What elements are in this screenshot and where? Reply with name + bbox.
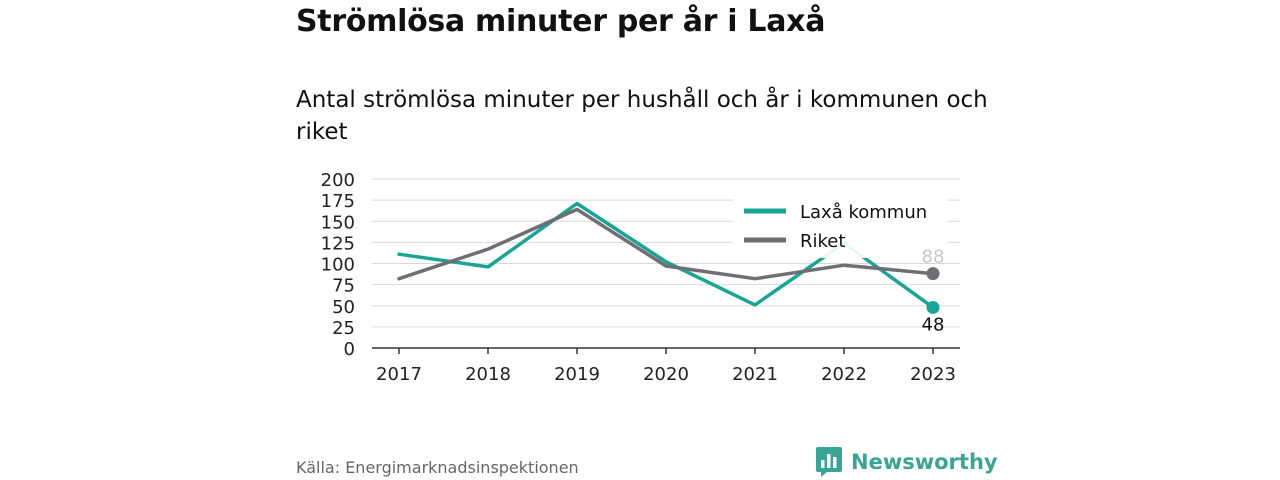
series-end-point <box>926 300 940 314</box>
legend-label: Riket <box>800 231 845 252</box>
newsworthy-logo-icon <box>816 447 842 477</box>
x-tick-label: 2023 <box>910 364 956 385</box>
y-tick-label: 100 <box>321 255 355 276</box>
end-value-label: 48 <box>922 314 945 335</box>
chart-subtitle: Antal strömlösa minuter per hushåll och … <box>296 87 988 145</box>
chart-title: Strömlösa minuter per år i Laxå <box>296 4 826 39</box>
legend-background <box>733 192 948 258</box>
x-tick-label: 2021 <box>732 364 778 385</box>
x-axis: 2017 2018 2019 2020 2021 2022 2023 <box>372 347 960 385</box>
y-tick-label: 200 <box>321 170 355 191</box>
y-tick-label: 150 <box>321 212 355 233</box>
brand-logo: Newsworthy <box>815 445 998 479</box>
x-tick-label: 2019 <box>554 364 600 385</box>
y-tick-label: 75 <box>332 276 355 297</box>
brand-name: Newsworthy <box>851 450 998 474</box>
x-tick-label: 2022 <box>821 364 867 385</box>
y-tick-label: 50 <box>332 297 355 318</box>
y-tick-label: 25 <box>332 318 355 339</box>
x-tick-label: 2017 <box>376 364 422 385</box>
y-tick-label: 175 <box>321 191 355 212</box>
series-end-point <box>926 267 940 281</box>
y-tick-label: 0 <box>344 339 355 360</box>
legend-label: Laxå kommun <box>800 202 927 223</box>
end-labels: 88 48 <box>922 247 945 336</box>
end-value-label: 88 <box>922 247 945 268</box>
series-line <box>397 207 935 281</box>
y-tick-label: 125 <box>321 233 355 254</box>
legend: Laxå kommun Riket <box>733 192 948 258</box>
x-tick-label: 2018 <box>465 364 511 385</box>
x-tick-label: 2020 <box>643 364 689 385</box>
source-note: Källa: Energimarknadsinspektionen <box>296 458 579 477</box>
